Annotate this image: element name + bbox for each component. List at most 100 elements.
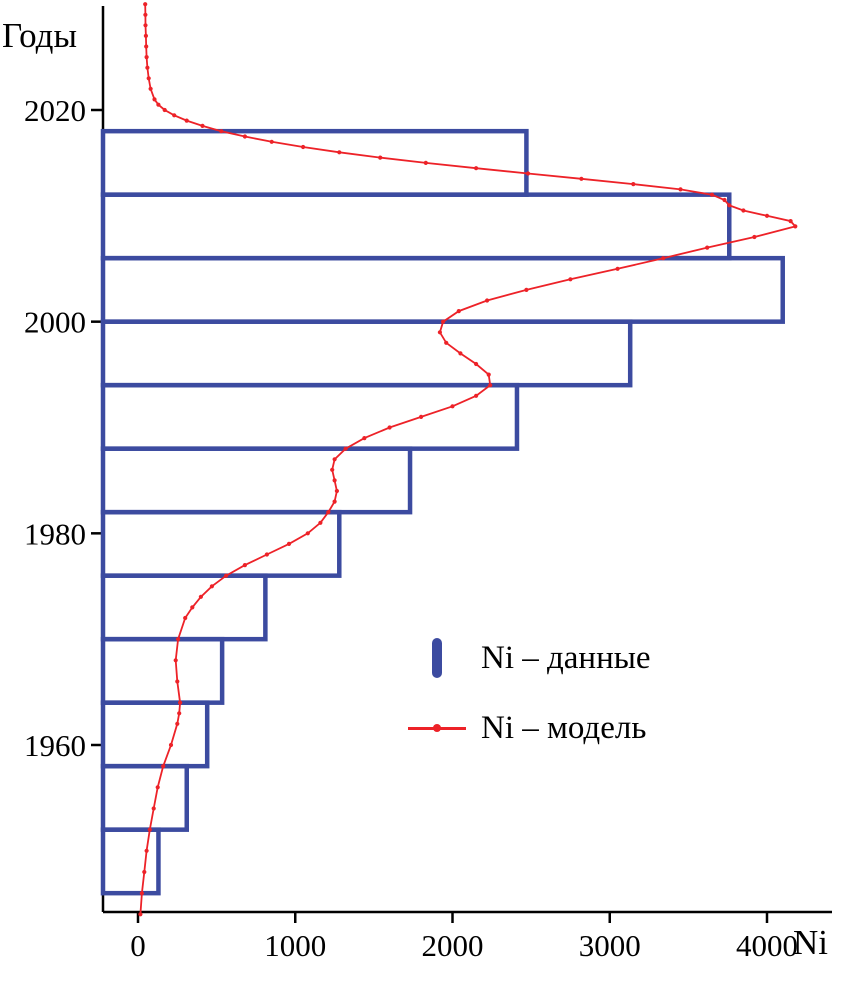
model-point xyxy=(741,208,746,213)
data-bar xyxy=(100,763,189,832)
legend-item-model: Ni – модель xyxy=(403,700,651,756)
model-point xyxy=(151,806,156,811)
data-bar xyxy=(100,255,785,324)
model-point xyxy=(264,552,269,557)
model-point xyxy=(219,129,224,134)
model-point xyxy=(525,171,531,176)
x-tick-label: 2000 xyxy=(422,928,484,963)
model-point xyxy=(175,721,180,726)
model-point xyxy=(579,176,584,181)
x-axis-title: Ni xyxy=(793,923,828,962)
y-tick-label: 2020 xyxy=(24,93,86,128)
model-point xyxy=(458,351,463,356)
model-point xyxy=(139,891,144,896)
model-point xyxy=(146,76,151,81)
legend-marker-box xyxy=(403,638,471,678)
model-point xyxy=(173,658,178,663)
model-point xyxy=(172,113,177,118)
model-point xyxy=(456,309,461,314)
model-point xyxy=(242,563,247,568)
data-bar xyxy=(100,636,225,705)
data-bar xyxy=(100,382,520,451)
model-point xyxy=(148,86,153,91)
model-point xyxy=(793,224,798,229)
line-marker-icon xyxy=(408,724,466,732)
data-bar xyxy=(100,573,268,642)
model-point xyxy=(419,414,424,419)
model-point xyxy=(142,869,147,875)
data-bar xyxy=(100,827,161,896)
x-tick-label: 3000 xyxy=(579,928,641,963)
model-point xyxy=(162,107,167,113)
data-bar xyxy=(100,319,633,388)
model-point xyxy=(145,65,150,70)
model-point xyxy=(209,584,214,589)
model-point xyxy=(168,742,174,748)
model-point xyxy=(143,33,148,39)
model-point xyxy=(286,541,292,547)
model-point xyxy=(474,166,479,171)
model-point xyxy=(788,219,793,224)
model-point xyxy=(301,144,306,150)
model-point xyxy=(485,298,490,303)
model-point xyxy=(631,182,636,187)
model-point xyxy=(764,213,770,218)
legend: Ni – данные Ni – модель xyxy=(403,630,651,756)
model-point xyxy=(144,848,149,853)
y-axis-title: Годы xyxy=(2,16,77,55)
model-point xyxy=(143,12,148,17)
model-point xyxy=(332,499,337,504)
x-tick-label: 1000 xyxy=(264,928,326,963)
model-point xyxy=(722,197,727,203)
legend-label: Ni – модель xyxy=(481,709,647,746)
model-point xyxy=(474,361,479,367)
bar-marker-icon xyxy=(432,638,442,678)
model-point xyxy=(144,55,149,60)
y-tick-label: 2000 xyxy=(24,305,86,340)
y-tick-label: 1980 xyxy=(24,516,86,551)
model-point xyxy=(450,404,455,409)
model-point xyxy=(661,256,666,261)
model-point xyxy=(183,615,188,621)
model-point xyxy=(678,187,683,192)
model-point xyxy=(176,637,181,642)
model-point xyxy=(337,150,342,155)
model-point xyxy=(224,573,229,578)
model-point xyxy=(143,2,148,7)
model-point xyxy=(178,700,183,705)
model-point xyxy=(343,446,348,451)
x-tick-label: 0 xyxy=(130,928,146,963)
model-point xyxy=(709,192,715,197)
model-point xyxy=(143,23,148,28)
model-point xyxy=(326,510,331,515)
model-line xyxy=(139,4,797,915)
model-point xyxy=(190,605,195,610)
model-point xyxy=(752,234,757,240)
model-point xyxy=(334,488,339,494)
model-point xyxy=(568,277,573,282)
model-point xyxy=(474,393,479,398)
model-point xyxy=(318,520,323,525)
model-point xyxy=(198,594,203,599)
model-point xyxy=(144,44,149,49)
legend-marker-box xyxy=(403,724,471,732)
model-point xyxy=(441,319,446,324)
model-point xyxy=(332,457,337,462)
model-point xyxy=(486,372,491,377)
model-point xyxy=(615,266,620,271)
model-point xyxy=(330,467,335,472)
model-point xyxy=(155,785,160,790)
model-point xyxy=(184,118,189,123)
model-point xyxy=(242,134,247,139)
model-point xyxy=(305,531,310,536)
line-marker-dot-icon xyxy=(433,724,441,732)
model-point xyxy=(727,203,732,208)
model-point xyxy=(524,287,529,292)
data-bar xyxy=(100,700,210,769)
model-point xyxy=(378,155,383,160)
data-bar xyxy=(100,128,529,197)
model-point xyxy=(362,436,367,441)
y-tick-label: 1960 xyxy=(24,728,86,763)
